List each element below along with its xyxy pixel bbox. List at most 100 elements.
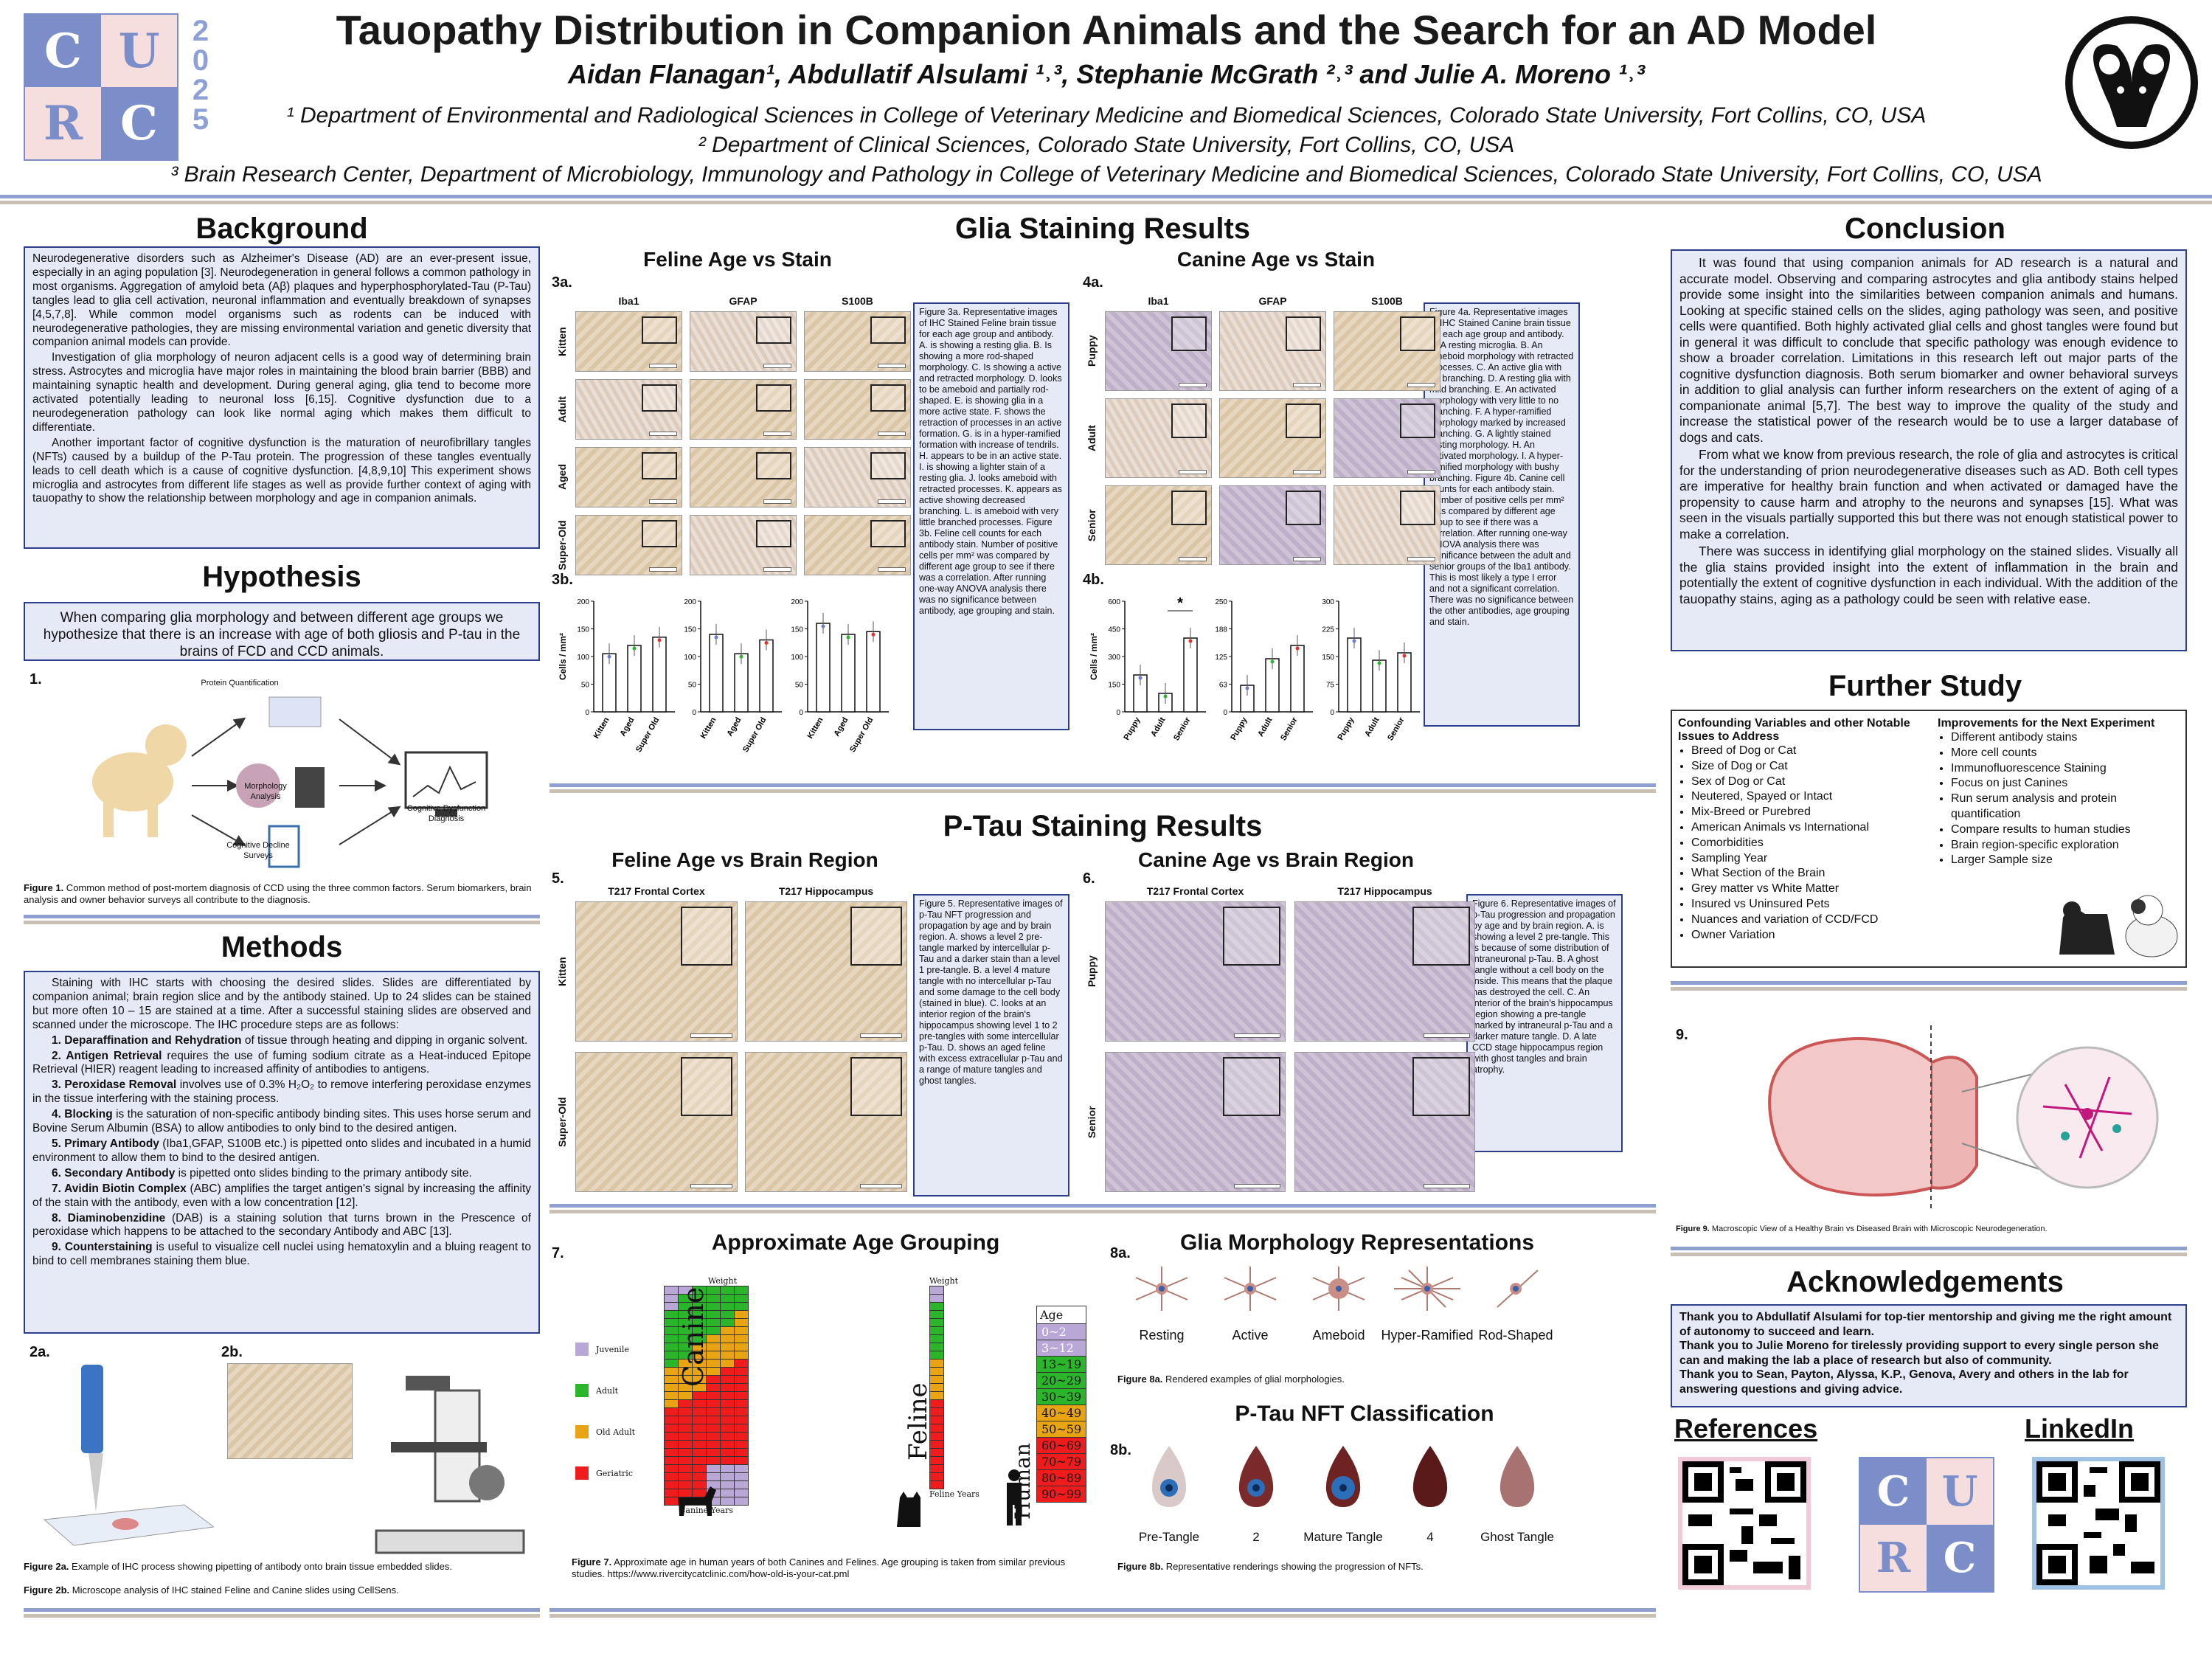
row-label: Adult [1086, 425, 1098, 451]
canine-stain-title: Canine Age vs Stain [1176, 248, 1376, 271]
fig5-caption: Figure 5. Representative images of p-Tau… [913, 894, 1069, 1196]
conclusion-p3: There was success in identifying glial m… [1679, 544, 2178, 606]
scale-bar [1407, 470, 1435, 474]
row-label: Adult [556, 396, 568, 423]
human-age-cell: 50~59 [1037, 1421, 1086, 1437]
feline-stain-micrograph [804, 311, 911, 372]
scale-bar [763, 567, 791, 572]
fig8b-number: 8b. [1110, 1442, 1131, 1458]
legend-label: Geriatric [596, 1468, 633, 1478]
human-age-cell: 80~89 [1037, 1469, 1086, 1486]
microscope-illustration [347, 1361, 538, 1560]
data-point [1295, 646, 1300, 651]
poster-title: Tauopathy Distribution in Companion Anim… [336, 7, 1877, 53]
fig9-number: 9. [1676, 1027, 1688, 1043]
human-age-cell: 0~2 [1037, 1323, 1086, 1340]
methods-step-title: 8. Diaminobenzidine [52, 1211, 166, 1225]
row-label: Super-Old [556, 1097, 568, 1147]
methods-step: 4. Blocking is the saturation of non-spe… [32, 1108, 531, 1136]
column-label: Iba1 [1148, 295, 1169, 307]
y-tick-label: 188 [1215, 626, 1227, 634]
scale-bar [763, 499, 791, 504]
age-heading: Approximate Age Grouping [711, 1230, 1000, 1255]
feline-ptau-title: Feline Age vs Brain Region [611, 848, 878, 871]
further-left-item: Breed of Dog or Cat [1691, 744, 1929, 759]
further-heading: Further Study [1828, 670, 2022, 702]
references-qr[interactable] [1678, 1457, 1811, 1590]
feline-ptau-micrograph [745, 901, 907, 1042]
row-label: Kitten [556, 327, 568, 356]
nft-stage-icon [1491, 1442, 1543, 1509]
scale-bar [1179, 383, 1207, 387]
conclusion-p1: It was found that using companion animal… [1679, 255, 2178, 445]
further-right-item: Run serum analysis and protein quantific… [1951, 792, 2181, 822]
zoom-inset [1412, 1057, 1470, 1116]
methods-intro: Staining with IHC starts with choosing t… [32, 977, 531, 1031]
rod-shaped-glia-icon [1475, 1263, 1556, 1315]
background-box: Neurodegenerative disorders such as Alzh… [24, 246, 540, 549]
fig2b-caption: Figure 2b. Microscope analysis of IHC st… [24, 1584, 399, 1596]
further-right-item: Compare results to human studies [1951, 822, 2181, 838]
zoom-inset [1171, 316, 1207, 351]
conclusion-heading: Conclusion [1845, 212, 2005, 245]
ack-line-2: Thank you to Julie Moreno for tirelessly… [1679, 1340, 2159, 1367]
canine-stain-micrograph [1219, 311, 1326, 391]
affiliation-3: ³ Brain Research Center, Department of M… [170, 162, 2042, 187]
further-left-item: American Animals vs International [1691, 820, 1929, 836]
canine-stain-micrograph [1219, 485, 1326, 565]
significance-marker: * [1177, 595, 1183, 612]
methods-step: 1. Deparaffination and Rehydration of ti… [32, 1034, 531, 1048]
bar [1183, 637, 1198, 713]
y-tick-label: 50 [581, 682, 590, 690]
fig6-caption: Figure 6. Representative images of p-Tau… [1466, 894, 1623, 1152]
further-left-item: Nuances and variation of CCD/FCD [1691, 912, 1929, 928]
legend-swatch [575, 1343, 589, 1356]
linkedin-qr[interactable] [2032, 1457, 2165, 1590]
fig2b-number: 2b. [221, 1344, 243, 1360]
further-left-item: What Section of the Brain [1691, 866, 1929, 882]
fig7-number: 7. [552, 1245, 564, 1261]
canine-label: Canine [677, 1286, 710, 1387]
fig1-protein-label: Protein Quantification [201, 679, 279, 688]
morph-heading: Glia Morphology Representations [1179, 1230, 1535, 1255]
scale-bar [1293, 383, 1321, 387]
glia-heading: Glia Staining Results [954, 212, 1251, 245]
data-point [657, 638, 662, 643]
y-tick-label: 450 [1108, 626, 1120, 634]
fig9-caption: Figure 9. Macroscopic View of a Healthy … [1676, 1225, 2048, 1233]
y-tick-label: 200 [791, 598, 803, 606]
y-tick-label: 63 [1219, 682, 1228, 690]
zoom-inset [642, 452, 677, 479]
nft-label: Ghost Tangle [1480, 1530, 1554, 1544]
scale-bar [860, 1184, 902, 1188]
ameboid-glia-icon [1298, 1263, 1379, 1315]
active-glia-icon [1210, 1263, 1291, 1315]
scale-bar [649, 567, 677, 572]
scale-bar [860, 1033, 902, 1038]
further-left-item: Grey matter vs White Matter [1691, 882, 1929, 897]
zoom-inset [1286, 491, 1321, 525]
nft-stage-icon [1230, 1442, 1282, 1509]
zoom-inset [681, 1057, 732, 1116]
x-tick-label: Aged [832, 716, 850, 738]
data-point [821, 624, 825, 628]
fig1-morph-label: Morphology Analysis [244, 782, 287, 801]
legend-label: Juvenile [596, 1344, 629, 1354]
y-tick-label: 150 [684, 626, 696, 634]
bar [816, 623, 831, 713]
legend-item: Adult [575, 1384, 635, 1397]
feline-stain-micrograph [690, 515, 797, 575]
linkedin-heading: LinkedIn [2025, 1413, 2135, 1444]
legend-swatch [575, 1466, 589, 1480]
zoom-inset [870, 452, 906, 479]
feline-stain-micrograph [804, 447, 911, 508]
human-age-scale: Age 0~2 3~12 13~19 20~29 30~39 40~49 50~59 60~6… [1036, 1306, 1087, 1503]
further-left-item: Comorbidities [1691, 836, 1929, 851]
y-tick-label: 100 [684, 654, 696, 662]
methods-step-title: 9. Counterstaining [52, 1241, 153, 1254]
nft-label: Mature Tangle [1303, 1530, 1383, 1544]
zoom-inset [850, 907, 902, 966]
zoom-inset [1171, 491, 1207, 525]
y-tick-label: 0 [1330, 709, 1334, 717]
methods-step-text: involves use of 0.3% H₂O₂ to remove inte… [32, 1078, 531, 1106]
